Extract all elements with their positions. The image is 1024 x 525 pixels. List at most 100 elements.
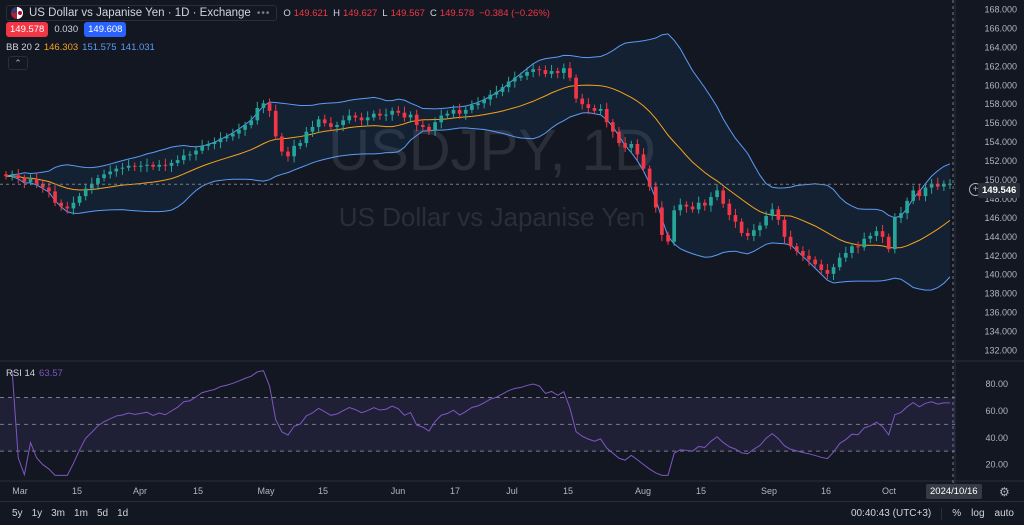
candle-body xyxy=(629,144,634,148)
candle-body xyxy=(65,206,70,209)
candle-body xyxy=(476,103,480,106)
collapse-legend-icon[interactable]: ⌃ xyxy=(8,56,28,70)
candle-body xyxy=(850,246,854,253)
symbol-title: US Dollar vs Japanise Yen · 1D · Exchang… xyxy=(29,7,251,19)
candle-body xyxy=(794,246,799,252)
price-tick-label: 140.000 xyxy=(984,270,1017,280)
candle-body xyxy=(322,119,327,124)
ohlc-low-value: 149.567 xyxy=(390,7,425,19)
time-tick-label: Sep xyxy=(761,486,777,496)
candle-body xyxy=(776,209,781,220)
bottom-right-controls: 00:40:43 (UTC+3) % log auto xyxy=(850,507,1014,520)
price-tick-label: 150.000 xyxy=(984,175,1017,185)
rsi-legend[interactable]: RSI 14 63.57 xyxy=(6,368,63,379)
rsi-tick-label: 40.00 xyxy=(985,433,1008,443)
time-tick-label: Mar xyxy=(12,486,28,496)
bb-legend[interactable]: BB 20 2 146.303 151.575 141.031 xyxy=(6,42,155,53)
candle-body xyxy=(770,209,775,216)
quote-row: 149.578 0.030 149.608 xyxy=(6,22,127,37)
log-toggle[interactable]: log xyxy=(971,508,985,519)
candle-body xyxy=(733,215,738,222)
candle-body xyxy=(408,114,413,118)
more-options-icon[interactable]: ••• xyxy=(256,7,271,19)
range-1y[interactable]: 1y xyxy=(31,508,43,519)
candle-body xyxy=(488,94,493,100)
candle-body xyxy=(347,115,352,121)
buy-button[interactable]: 149.608 xyxy=(84,22,127,37)
candle-body xyxy=(132,165,137,167)
time-tick-label: Apr xyxy=(133,486,147,496)
candle-body xyxy=(647,168,652,187)
candle-body xyxy=(175,160,180,163)
candle-body xyxy=(188,154,192,156)
candle-body xyxy=(611,122,615,132)
range-3m[interactable]: 3m xyxy=(51,508,66,519)
range-5d[interactable]: 5d xyxy=(96,508,109,519)
range-5y[interactable]: 5y xyxy=(12,508,23,519)
candle-body xyxy=(782,219,787,237)
ohlc-high-key: H xyxy=(333,7,340,19)
candle-body xyxy=(396,110,401,113)
candle-body xyxy=(813,259,817,265)
percent-toggle[interactable]: % xyxy=(952,508,962,519)
candle-body xyxy=(126,165,131,168)
candle-body xyxy=(218,138,223,143)
candle-body xyxy=(139,165,143,167)
chart-canvas[interactable]: USDJPY, 1D US Dollar vs Japanise Yen 132.0… xyxy=(0,0,1024,500)
bb-upper-value: 151.575 xyxy=(82,42,117,53)
time-tick-label: 15 xyxy=(318,486,328,496)
candle-body xyxy=(568,68,572,78)
candle-body xyxy=(549,71,554,74)
candle-body xyxy=(224,136,229,139)
candle-body xyxy=(684,204,689,207)
candle-body xyxy=(702,202,707,206)
price-tick-label: 134.000 xyxy=(984,327,1017,337)
candle-body xyxy=(690,206,695,210)
candle-body xyxy=(212,142,217,144)
clock-readout[interactable]: 00:40:43 (UTC+3) xyxy=(850,508,932,519)
candle-body xyxy=(341,120,345,126)
candle-body xyxy=(482,99,486,104)
price-tick-label: 138.000 xyxy=(984,289,1017,299)
range-1d[interactable]: 1d xyxy=(117,508,129,519)
candle-body xyxy=(34,179,39,184)
candle-body xyxy=(120,167,125,169)
price-tick-label: 148.000 xyxy=(984,194,1017,204)
candle-body xyxy=(206,144,211,146)
time-tick-label: 15 xyxy=(193,486,203,496)
candle-body xyxy=(59,202,64,207)
price-tick-label: 164.000 xyxy=(984,42,1017,52)
range-1m[interactable]: 1m xyxy=(74,508,88,519)
candle-body xyxy=(807,255,811,260)
candle-body xyxy=(819,264,824,270)
sell-button[interactable]: 149.578 xyxy=(6,22,49,37)
candle-body xyxy=(286,151,290,157)
candle-body xyxy=(531,69,536,72)
candle-body xyxy=(653,186,658,208)
candle-body xyxy=(163,164,168,166)
candle-body xyxy=(280,136,284,152)
candle-body xyxy=(635,144,640,155)
bb-lower-line xyxy=(5,112,951,291)
candle-body xyxy=(543,70,548,74)
candle-body xyxy=(16,175,21,179)
candle-body xyxy=(169,162,174,166)
settings-gear-icon[interactable]: ⚙ xyxy=(999,485,1010,499)
price-tick-label: 146.000 xyxy=(984,213,1017,223)
price-tick-label: 162.000 xyxy=(984,61,1017,71)
candle-body xyxy=(463,109,468,114)
time-tick-label: 17 xyxy=(450,486,460,496)
range-buttons: 5y 1y 3m 1m 5d 1d xyxy=(12,508,128,519)
candle-body xyxy=(525,72,529,76)
candle-body xyxy=(721,190,726,204)
candle-body xyxy=(292,145,296,157)
auto-toggle[interactable]: auto xyxy=(994,508,1014,519)
candle-body xyxy=(868,235,873,239)
symbol-selector[interactable]: US Dollar vs Japanise Yen · 1D · Exchang… xyxy=(6,5,278,21)
candle-body xyxy=(445,113,450,116)
candle-body xyxy=(378,113,382,116)
rsi-tick-label: 80.00 xyxy=(985,379,1008,389)
rsi-name: RSI 14 xyxy=(6,368,36,379)
candle-body xyxy=(157,164,162,167)
ohlc-low-key: L xyxy=(382,7,388,19)
